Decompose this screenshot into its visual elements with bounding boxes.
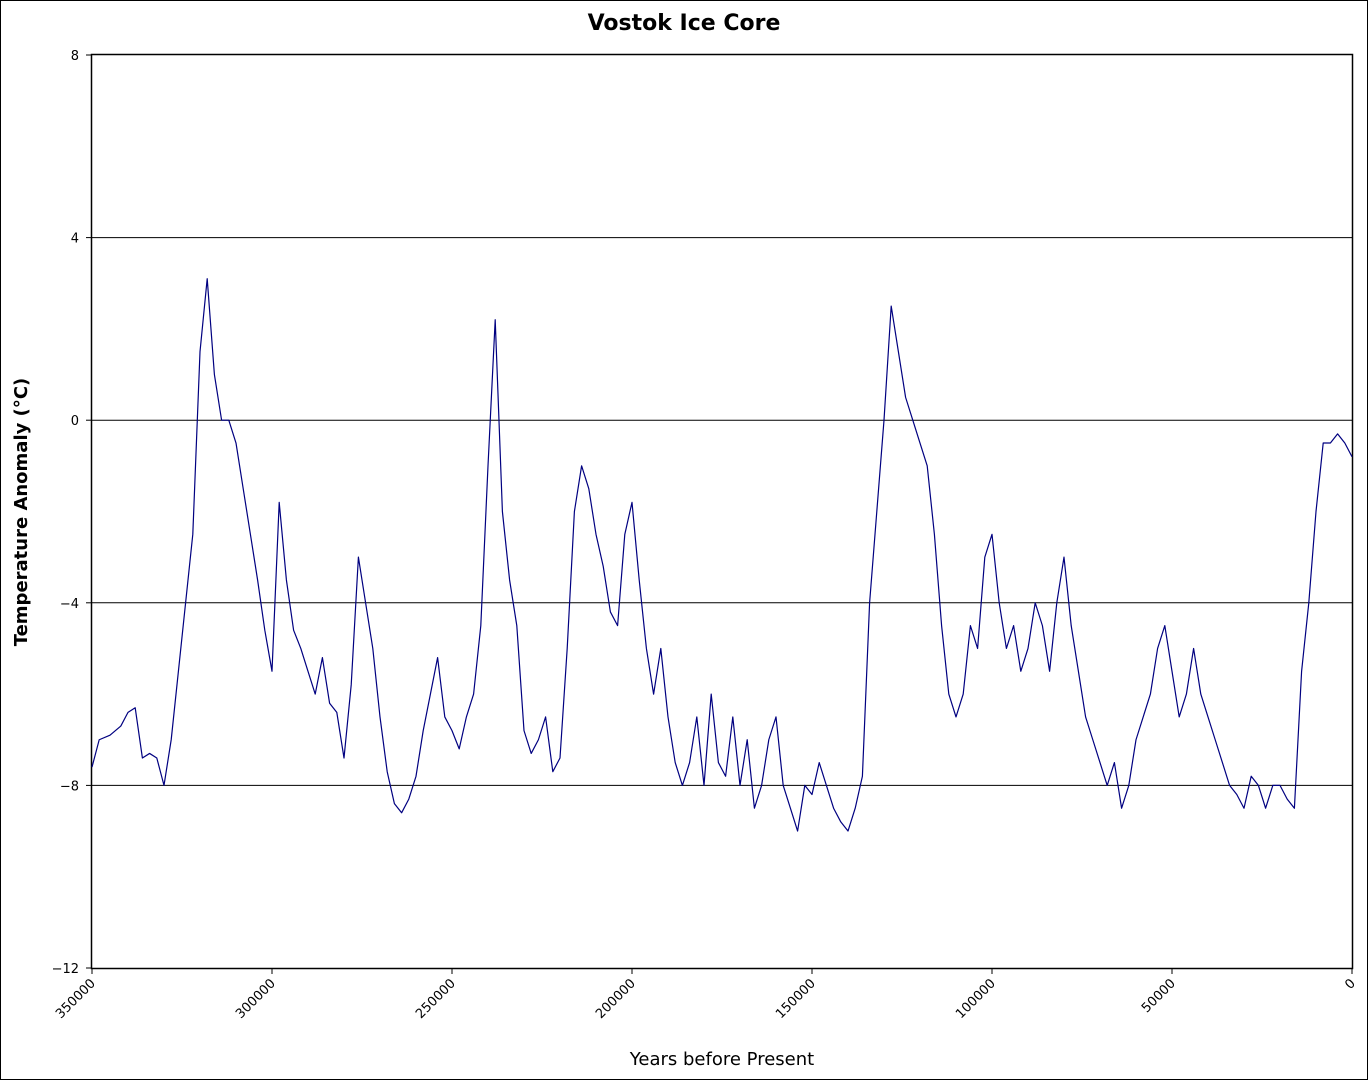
x-tick-label: 0 (1342, 976, 1358, 992)
x-axis-label: Years before Present (629, 1049, 814, 1070)
y-axis-label: Temperature Anomaly (°C) (11, 378, 32, 647)
plot-area (90, 53, 1354, 970)
y-tick-label: −12 (52, 962, 79, 977)
y-tick-label: 4 (71, 232, 79, 247)
y-tick-label: 0 (71, 414, 79, 429)
x-tick-label: 350000 (53, 976, 99, 1022)
x-tick-label: 150000 (773, 976, 819, 1022)
x-tick-label: 50000 (1139, 976, 1179, 1016)
temperature-series-line (91, 278, 1353, 832)
x-tick-label: 100000 (953, 976, 999, 1022)
y-tick-label: −8 (60, 779, 79, 794)
x-tick-label: 300000 (233, 976, 279, 1022)
x-tick-label: 250000 (413, 976, 459, 1022)
chart-title: Vostok Ice Core (588, 11, 781, 36)
y-tick-label: 8 (71, 49, 79, 64)
gridlines (92, 237, 1352, 786)
x-axis-ticks: 350000 300000 250000 200000 150000 100000 5000… (53, 968, 1359, 1022)
x-tick-label: 200000 (593, 976, 639, 1022)
y-tick-label: −4 (60, 597, 79, 612)
y-axis-ticks: 8 4 0 −4 −8 −12 (52, 49, 92, 977)
